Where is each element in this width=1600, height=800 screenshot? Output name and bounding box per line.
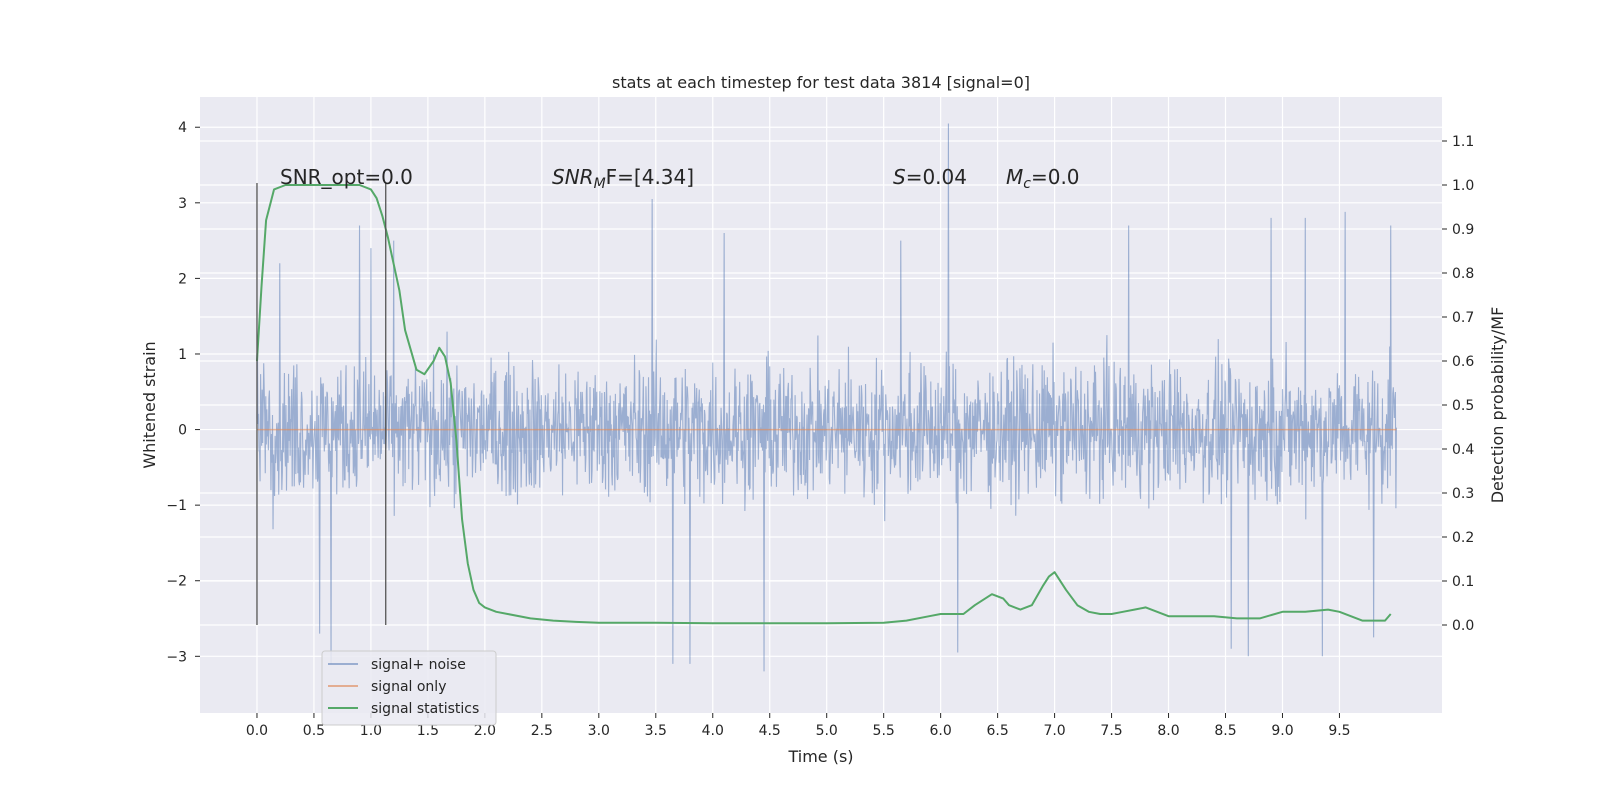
snr-opt-annotation: SNR_opt=0.0 bbox=[280, 165, 413, 189]
x-tick-label-17: 8.5 bbox=[1214, 723, 1236, 739]
s-stat-value: =0.04 bbox=[906, 165, 967, 189]
y2-tick-label-4: 0.4 bbox=[1452, 442, 1474, 458]
y2-tick-label-6: 0.6 bbox=[1452, 354, 1474, 370]
x-tick-label-14: 7.0 bbox=[1043, 723, 1065, 739]
legend-label-signal-noise: signal+ noise bbox=[371, 657, 466, 673]
legend-label-signal-only: signal only bbox=[371, 679, 446, 695]
legend: signal+ noise signal only signal statist… bbox=[321, 650, 497, 726]
y-tick-label-4: 1 bbox=[178, 347, 187, 363]
y2-tick-label-9: 0.9 bbox=[1452, 222, 1474, 238]
y-axis-label: Whitened strain bbox=[140, 341, 159, 468]
x-tick-label-18: 9.0 bbox=[1271, 723, 1293, 739]
snr-mf-value: F=[4.34] bbox=[606, 165, 694, 189]
signal-noise-line bbox=[256, 123, 1397, 672]
y2-tick-label-2: 0.2 bbox=[1452, 530, 1474, 546]
mc-value: =0.0 bbox=[1031, 165, 1080, 189]
x-tick-label-15: 7.5 bbox=[1100, 723, 1122, 739]
x-tick-label-8: 4.0 bbox=[702, 723, 724, 739]
signal-statistics-series bbox=[255, 184, 1392, 625]
mc-subscript: c bbox=[1023, 176, 1031, 192]
x-tick-label-10: 5.0 bbox=[816, 723, 838, 739]
legend-label-signal-statistics: signal statistics bbox=[371, 701, 479, 717]
y-tick-label-7: 4 bbox=[178, 120, 187, 136]
x-tick-label-0: 0.0 bbox=[246, 723, 268, 739]
x-tick-label-16: 8.0 bbox=[1157, 723, 1179, 739]
x-tick-label-1: 0.5 bbox=[303, 723, 325, 739]
x-tick-label-19: 9.5 bbox=[1328, 723, 1350, 739]
x-tick-label-3: 1.5 bbox=[417, 723, 439, 739]
snr-mf-annotation: SNRMF=[4.34] bbox=[552, 165, 694, 192]
x-tick-label-9: 4.5 bbox=[759, 723, 781, 739]
y-tick-label-2: −1 bbox=[166, 498, 187, 514]
y-tick-label-3: 0 bbox=[178, 423, 187, 439]
mc-label: M bbox=[1006, 165, 1023, 189]
x-tick-label-6: 3.0 bbox=[588, 723, 610, 739]
x-tick-label-4: 2.0 bbox=[474, 723, 496, 739]
snr-mf-subscript: M bbox=[594, 176, 606, 192]
snr-mf-label: SNR bbox=[552, 165, 594, 189]
axis-ticks: 0.0 0.5 1.0 1.5 2.0 2.5 3.0 3.5 4.0 4.5 5.0 5.5 6.0 6… bbox=[166, 120, 1474, 739]
vertical-markers bbox=[256, 183, 387, 625]
x-tick-label-12: 6.0 bbox=[930, 723, 952, 739]
y2-tick-label-7: 0.7 bbox=[1452, 310, 1474, 326]
y2-tick-label-8: 0.8 bbox=[1452, 266, 1474, 282]
x-tick-label-7: 3.5 bbox=[645, 723, 667, 739]
x-axis-label: Time (s) bbox=[787, 747, 853, 766]
chart-title: stats at each timestep for test data 381… bbox=[612, 73, 1030, 92]
y2-tick-label-0: 0.0 bbox=[1452, 618, 1474, 634]
y-tick-label-6: 3 bbox=[178, 196, 187, 212]
y2-tick-label-11: 1.1 bbox=[1452, 134, 1474, 150]
x-tick-label-13: 6.5 bbox=[986, 723, 1008, 739]
y2-tick-label-1: 0.1 bbox=[1452, 574, 1474, 590]
s-stat-annotation: S=0.04 bbox=[893, 165, 967, 189]
mc-annotation: Mc=0.0 bbox=[1006, 165, 1080, 192]
y-tick-label-1: −2 bbox=[166, 574, 187, 590]
signal-statistics-line bbox=[255, 184, 1392, 625]
s-stat-label: S bbox=[893, 165, 906, 189]
signal-noise-series bbox=[256, 123, 1397, 672]
x-tick-label-11: 5.5 bbox=[873, 723, 895, 739]
y-tick-label-0: −3 bbox=[166, 649, 187, 665]
y-tick-label-5: 2 bbox=[178, 271, 187, 287]
x-tick-label-2: 1.0 bbox=[360, 723, 382, 739]
y2-tick-label-10: 1.0 bbox=[1452, 178, 1474, 194]
y2-axis-label: Detection probability/MF bbox=[1488, 307, 1507, 504]
y2-tick-label-3: 0.3 bbox=[1452, 486, 1474, 502]
y2-tick-label-5: 0.5 bbox=[1452, 398, 1474, 414]
x-tick-label-5: 2.5 bbox=[531, 723, 553, 739]
legend-box bbox=[321, 650, 497, 726]
